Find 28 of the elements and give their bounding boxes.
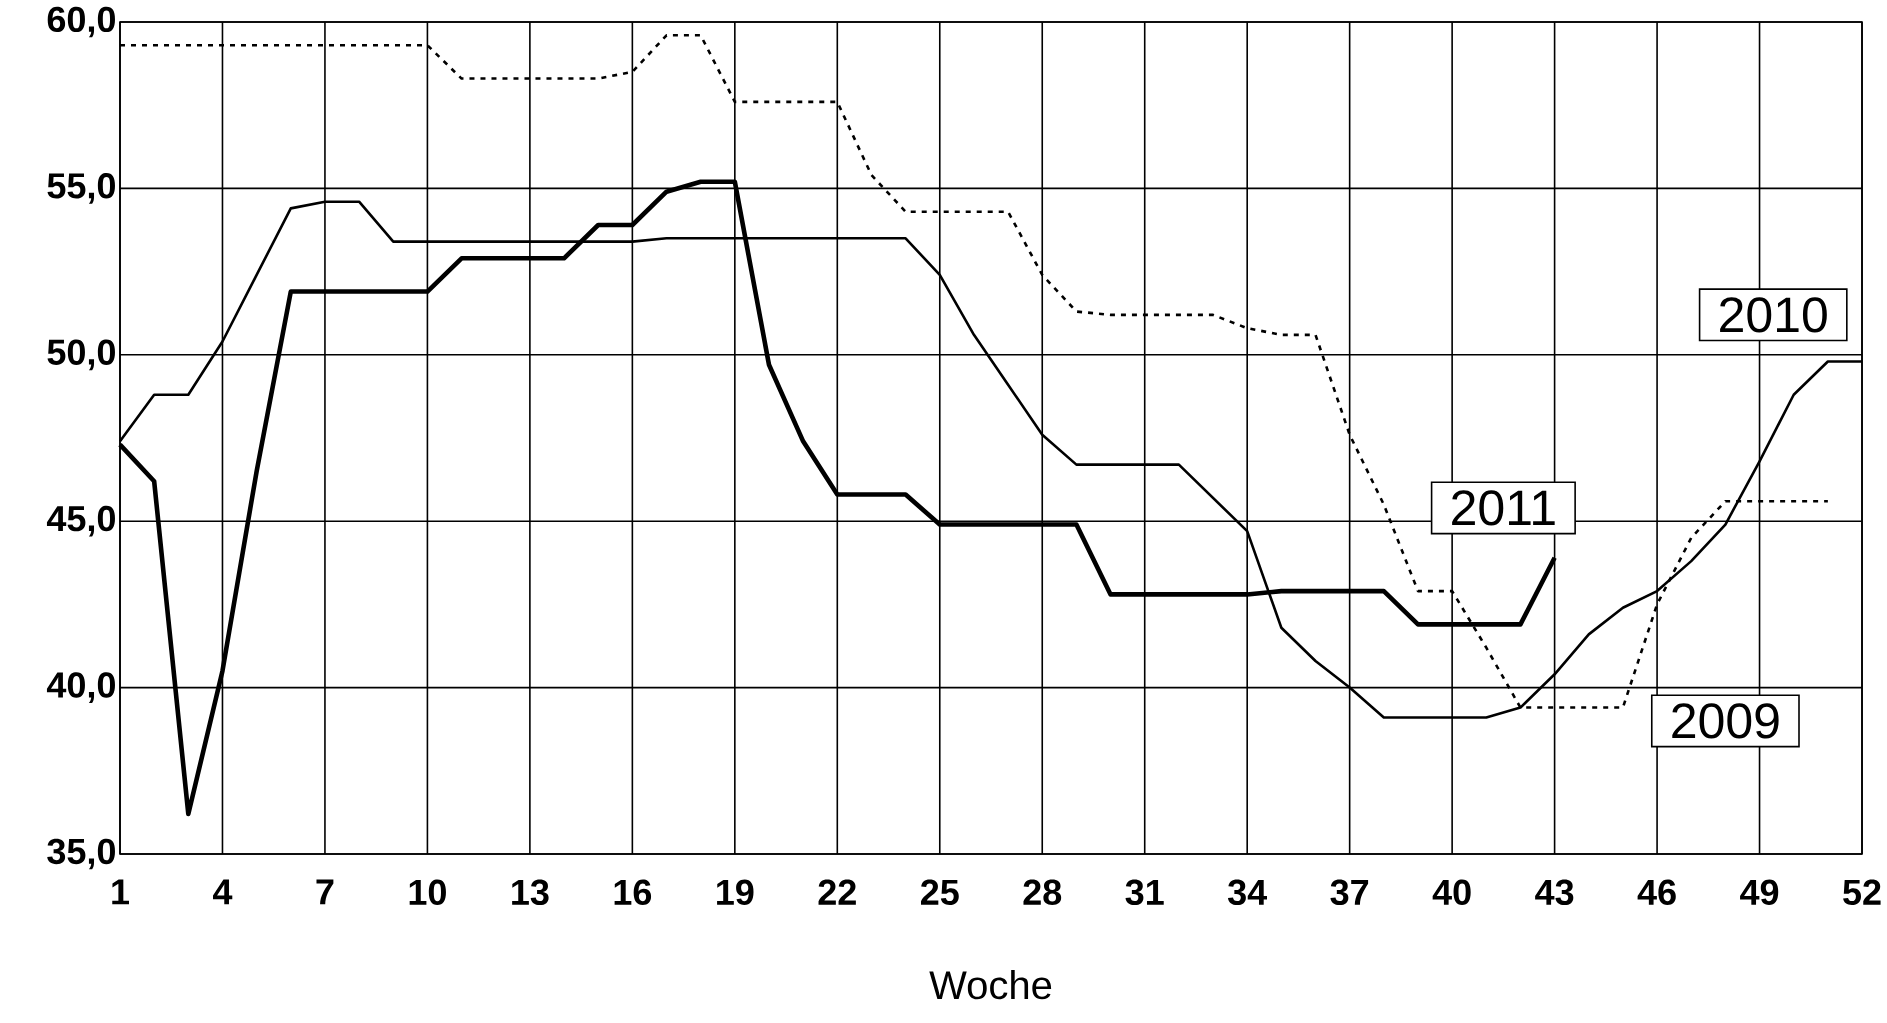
x-tick-label: 25 (921, 879, 959, 906)
y-tick-label: 45,0 (46, 505, 115, 537)
series-label: 2009 (1672, 703, 1779, 739)
x-tick-label: 46 (1637, 879, 1676, 906)
x-tick-label: 7 (316, 879, 334, 905)
x-tick-label: 1 (112, 879, 129, 905)
x-tick-label: 31 (1125, 879, 1164, 906)
series-label: 2011 (1452, 490, 1555, 526)
series-label: 2010 (1720, 297, 1827, 333)
x-tick-label: 49 (1740, 879, 1779, 906)
y-tick-label: 40,0 (46, 672, 115, 703)
x-axis-title: Woche (929, 969, 1052, 1000)
x-tick-label: 40 (1432, 879, 1471, 906)
x-tick-label: 43 (1535, 879, 1574, 906)
x-tick-label: 13 (512, 879, 549, 906)
x-tick-label: 34 (1228, 879, 1268, 906)
x-tick-label: 19 (717, 879, 754, 906)
x-tick-label: 16 (614, 879, 652, 906)
x-tick-label: 52 (1843, 879, 1881, 906)
y-tick-label: 55,0 (47, 173, 115, 204)
y-tick-label: 50,0 (47, 339, 115, 371)
x-tick-label: 37 (1330, 879, 1369, 906)
x-tick-label: 4 (213, 879, 233, 905)
y-tick-label: 35,0 (47, 838, 115, 870)
y-tick-label: 60,0 (47, 6, 115, 38)
x-tick-label: 28 (1023, 879, 1062, 906)
x-tick-label: 22 (818, 879, 856, 905)
x-tick-label: 10 (409, 879, 446, 906)
